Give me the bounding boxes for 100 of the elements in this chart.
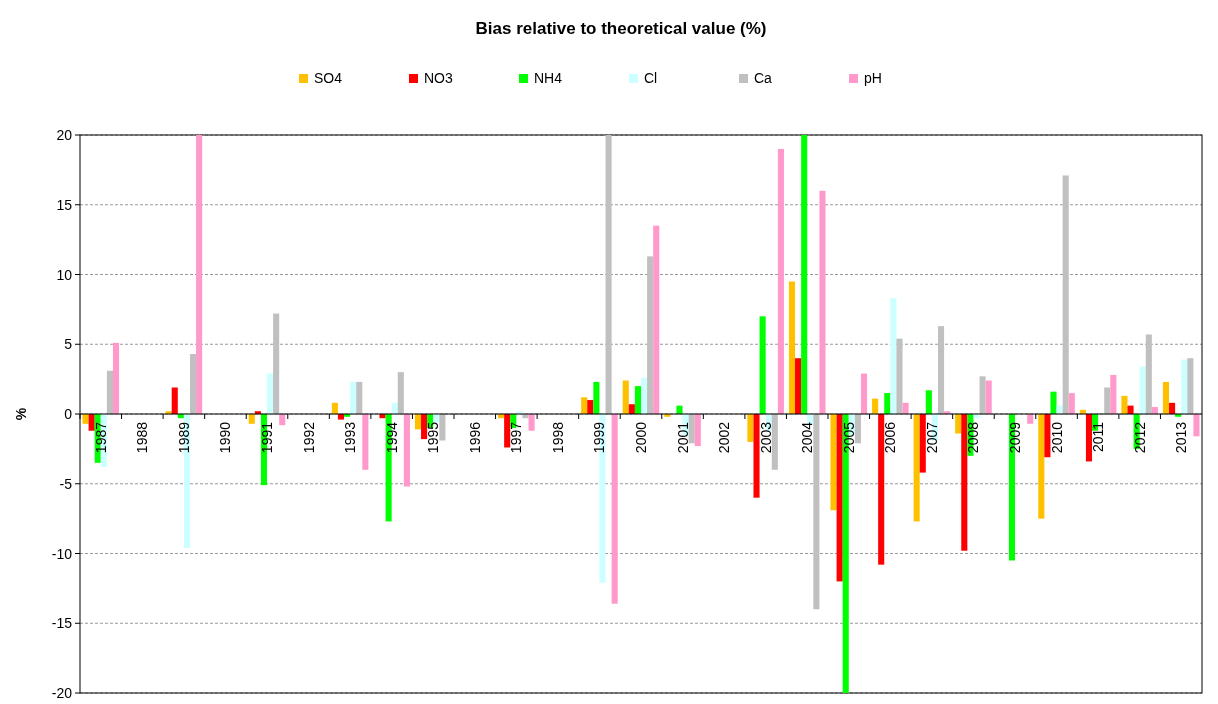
legend-label: Cl: [644, 70, 658, 86]
bar: [788, 281, 796, 414]
bar: [362, 414, 369, 470]
x-tick-label: 2005: [840, 421, 857, 454]
x-tick-label: 1996: [466, 421, 483, 454]
x-tick-label: 1989: [175, 421, 192, 454]
x-tick-label: 1994: [383, 421, 400, 454]
bar: [795, 358, 802, 414]
bar: [634, 386, 641, 414]
y-tick-label: -5: [59, 475, 73, 492]
x-tick-label: 1988: [134, 421, 151, 454]
bar: [937, 326, 945, 414]
x-tick-label: 2012: [1131, 421, 1148, 454]
legend-label: SO4: [314, 70, 343, 86]
bar: [878, 414, 885, 565]
bar: [528, 414, 535, 431]
bar: [919, 414, 926, 473]
bar: [1181, 359, 1188, 414]
bar: [1139, 366, 1146, 414]
legend-label: pH: [864, 70, 882, 86]
y-tick-label: 5: [64, 336, 73, 353]
bar: [676, 405, 683, 414]
bar: [1027, 414, 1034, 424]
bar: [1127, 405, 1134, 414]
x-tick-label: 2013: [1173, 421, 1190, 454]
bar: [955, 414, 962, 434]
bar: [350, 381, 357, 414]
x-tick-label: 2000: [633, 421, 649, 454]
x-tick-label: 1998: [549, 421, 566, 454]
bar: [801, 135, 808, 414]
bar: [1162, 381, 1170, 414]
y-tick-label: 10: [56, 266, 73, 283]
bar: [913, 414, 920, 522]
bar: [273, 313, 280, 414]
bar: [813, 414, 820, 610]
chart-title: Bias relative to theoretical value (%): [475, 19, 767, 38]
bar: [267, 373, 274, 414]
bar: [1062, 175, 1069, 414]
bar: [403, 414, 410, 487]
x-tick-label: 2011: [1090, 421, 1107, 453]
bar: [759, 316, 766, 414]
bar: [628, 404, 635, 414]
bar: [88, 414, 95, 431]
bar: [961, 414, 968, 551]
bar: [653, 225, 660, 414]
bar: [647, 256, 654, 414]
bar: [836, 414, 843, 582]
x-tick-label: 1987: [92, 421, 109, 454]
bar: [819, 190, 826, 414]
legend-label: NO3: [424, 70, 453, 86]
bar: [688, 414, 695, 444]
bar: [925, 390, 932, 414]
bar: [196, 135, 203, 414]
x-tick-label: 2001: [674, 421, 691, 454]
bar: [771, 414, 778, 470]
bar: [106, 370, 113, 414]
bar: [777, 148, 784, 414]
bar: [421, 414, 428, 440]
legend-label: Ca: [754, 70, 773, 86]
y-axis-title: %: [13, 407, 29, 421]
bar: [1193, 414, 1200, 437]
x-tick-label: 2009: [1007, 421, 1023, 454]
bar: [979, 376, 986, 414]
x-tick-label: 2007: [923, 421, 940, 454]
y-tick-label: 0: [64, 406, 73, 422]
bar: [890, 298, 897, 414]
x-tick-label: 1990: [217, 421, 234, 454]
bar: [581, 397, 588, 414]
bar: [753, 414, 760, 498]
x-tick-label: 2004: [799, 421, 816, 454]
x-tick-label: 1999: [591, 421, 608, 454]
bar: [1068, 393, 1075, 414]
bar: [248, 414, 255, 424]
x-tick-label: 2003: [757, 421, 774, 454]
x-tick-label: 2002: [716, 421, 733, 454]
x-tick-label: 2008: [965, 421, 982, 454]
bar: [439, 414, 446, 441]
bar: [860, 373, 868, 414]
y-tick-label: -20: [51, 685, 73, 701]
bar: [587, 400, 594, 414]
bar: [504, 414, 511, 448]
bar: [1121, 395, 1128, 414]
x-tick-label: 2006: [882, 421, 899, 454]
bar: [1085, 414, 1093, 462]
bar: [896, 338, 903, 414]
y-tick-label: 15: [56, 196, 73, 213]
bar: [171, 387, 178, 414]
x-tick-label: 2010: [1048, 421, 1065, 454]
bar: [1038, 414, 1045, 519]
legend-label: NH4: [534, 70, 563, 86]
bar: [397, 372, 404, 414]
bar: [605, 135, 612, 414]
bar: [189, 354, 197, 414]
bar: [1104, 387, 1111, 414]
bar: [694, 414, 701, 447]
bar: [747, 414, 754, 442]
x-tick-label: 1993: [342, 421, 359, 454]
bar: [622, 380, 629, 414]
bar: [112, 342, 120, 414]
bar: [611, 414, 618, 604]
